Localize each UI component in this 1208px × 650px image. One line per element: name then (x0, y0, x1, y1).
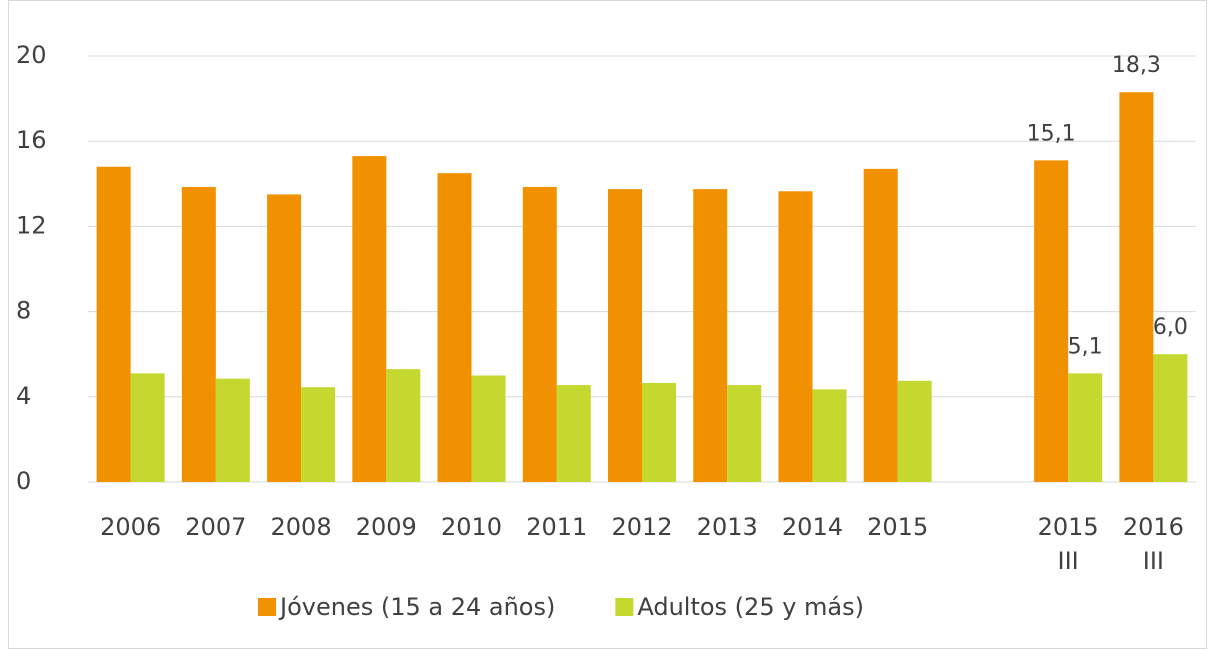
data-label: 6,0 (1153, 315, 1188, 340)
x-tick-label: 2008 (270, 513, 332, 541)
legend-swatch (615, 598, 634, 616)
bar (1119, 92, 1154, 483)
x-tick-label: 2007 (185, 513, 247, 541)
bar (471, 375, 506, 482)
bar (863, 168, 898, 482)
x-tick-label: 2009 (355, 513, 417, 541)
bar (96, 166, 131, 482)
x-tick-label: 2015 (867, 513, 929, 541)
bar (215, 378, 250, 482)
bar (1068, 373, 1103, 482)
bar (812, 389, 847, 482)
x-tick-label: 2016 III (1122, 513, 1184, 575)
legend-swatch (258, 598, 276, 616)
y-tick-label: 8 (16, 297, 31, 325)
bar (522, 186, 557, 482)
data-label: 5,1 (1068, 334, 1103, 359)
y-tick-label: 20 (16, 41, 47, 69)
x-tick-label: 2015 III (1037, 513, 1099, 575)
bar (727, 385, 762, 482)
y-tick-label: 12 (16, 211, 47, 239)
x-tick-label: 2010 (440, 513, 503, 541)
bar (1034, 160, 1069, 482)
bar (556, 385, 591, 482)
bar (1153, 354, 1188, 482)
bar (642, 382, 676, 482)
x-tick-label: 2014 (781, 513, 843, 541)
legend-label: Jóvenes (15 a 24 años) (278, 593, 555, 621)
bar (352, 156, 387, 483)
data-label: 15,1 (1027, 121, 1076, 146)
bar (181, 186, 216, 482)
bar (608, 189, 642, 482)
bar (437, 173, 472, 482)
chart-border (8, 0, 1207, 649)
bar (897, 380, 932, 482)
bar (778, 191, 813, 482)
x-tick-label: 2006 (100, 513, 162, 541)
y-tick-label: 16 (16, 126, 47, 154)
bar (693, 189, 728, 482)
y-tick-label: 0 (16, 467, 31, 495)
x-tick-label: 2013 (696, 513, 758, 541)
x-tick-label: 2011 (526, 513, 588, 541)
bar (301, 387, 336, 482)
data-label: 18,3 (1112, 53, 1161, 78)
bar (267, 194, 302, 482)
y-tick-label: 4 (16, 382, 31, 410)
bar (386, 369, 421, 482)
bar (130, 373, 165, 482)
legend-label: Adultos (25 y más) (637, 593, 864, 621)
x-tick-label: 2012 (611, 513, 673, 541)
